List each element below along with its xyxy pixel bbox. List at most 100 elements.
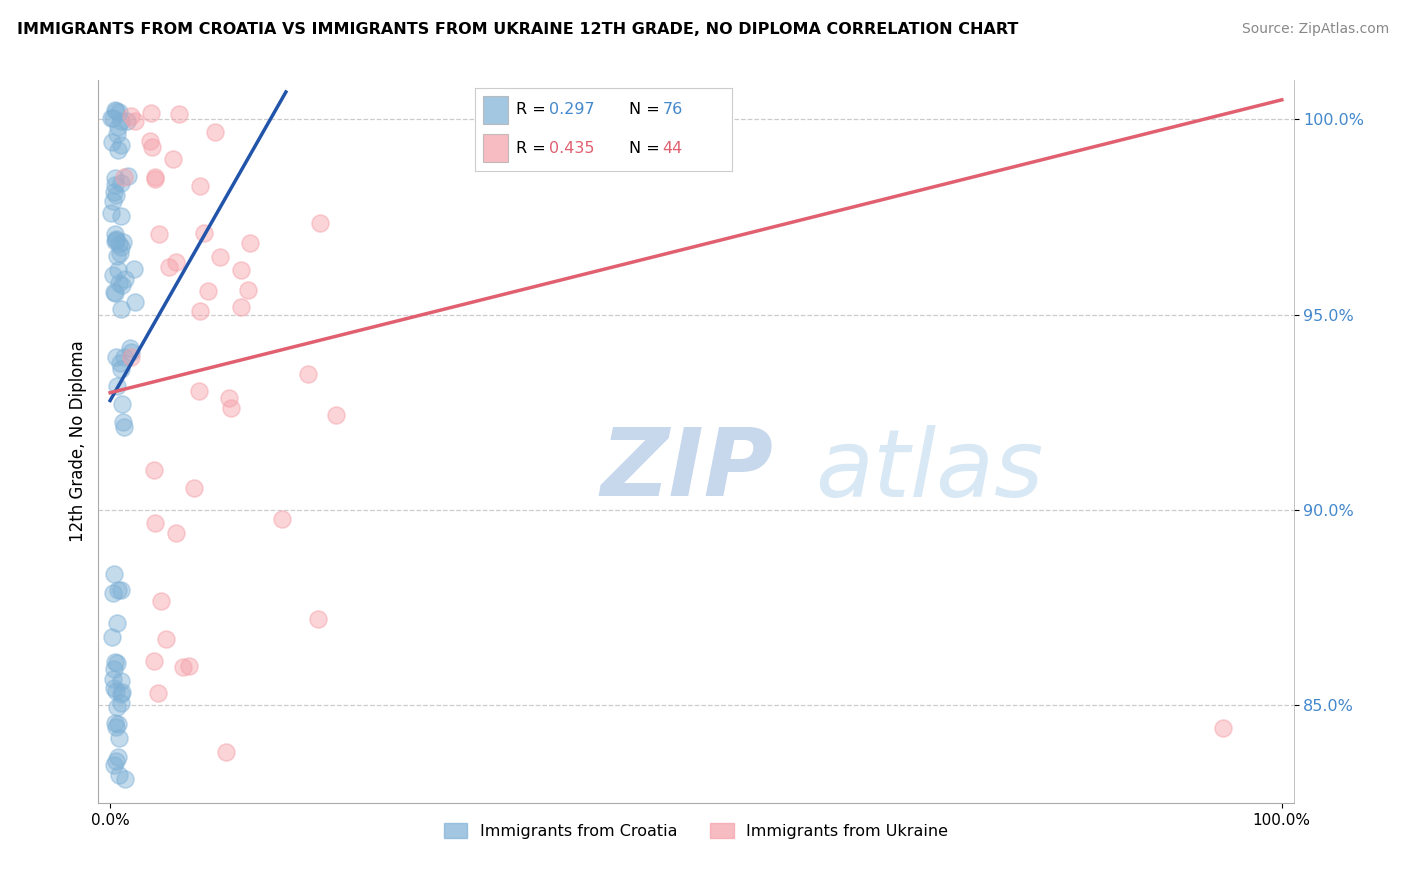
Point [103, 672, 125, 686]
Point [101, 135, 124, 149]
Point [117, 169, 139, 183]
Point [167, 107, 190, 121]
Point [101, 111, 124, 125]
Point [231, 301, 253, 315]
Text: Source: ZipAtlas.com: Source: ZipAtlas.com [1241, 22, 1389, 37]
Point [108, 237, 131, 252]
Point [101, 630, 124, 644]
Point [112, 420, 135, 434]
Point [138, 134, 160, 148]
Point [141, 140, 163, 154]
Point [103, 170, 125, 185]
Point [107, 717, 129, 731]
Point [155, 632, 177, 647]
Point [105, 700, 128, 714]
Point [238, 283, 260, 297]
Point [122, 262, 145, 277]
Point [110, 696, 132, 710]
Point [107, 104, 129, 119]
Point [108, 246, 131, 260]
Point [124, 114, 146, 128]
Point [197, 284, 219, 298]
Point [104, 103, 127, 117]
Point [165, 526, 187, 541]
Point [188, 384, 211, 399]
Point [101, 268, 124, 283]
Point [105, 615, 128, 630]
Point [148, 227, 170, 241]
Point [104, 178, 127, 193]
Point [104, 655, 127, 669]
Point [112, 169, 135, 184]
Point [120, 345, 142, 359]
Text: IMMIGRANTS FROM CROATIA VS IMMIGRANTS FROM UKRAINE 12TH GRADE, NO DIPLOMA CORREL: IMMIGRANTS FROM CROATIA VS IMMIGRANTS FR… [17, 22, 1018, 37]
Point [107, 582, 129, 597]
Point [103, 757, 125, 772]
Point [143, 169, 166, 184]
Point [307, 612, 329, 626]
Y-axis label: 12th Grade, No Diploma: 12th Grade, No Diploma [69, 341, 87, 542]
Point [104, 233, 127, 247]
Point [110, 356, 132, 370]
Point [111, 277, 134, 292]
Point [104, 720, 127, 734]
Point [103, 186, 125, 200]
Point [231, 263, 253, 277]
Point [110, 301, 132, 316]
Point [104, 103, 127, 118]
Point [110, 113, 132, 128]
Point [110, 673, 132, 688]
Point [105, 684, 128, 698]
Point [107, 249, 129, 263]
Point [104, 350, 127, 364]
Point [108, 731, 131, 746]
Point [143, 172, 166, 186]
Point [111, 415, 134, 429]
Point [325, 408, 347, 422]
Point [103, 285, 125, 300]
Point [270, 512, 292, 526]
Point [146, 686, 169, 700]
Point [110, 582, 132, 597]
Point [162, 152, 184, 166]
Point [107, 143, 129, 157]
Point [204, 125, 226, 139]
Point [183, 481, 205, 495]
Point [110, 687, 132, 701]
Point [104, 754, 127, 768]
Point [104, 227, 127, 241]
Point [108, 768, 131, 782]
Point [165, 254, 187, 268]
Point [143, 653, 166, 667]
Point [104, 285, 127, 300]
Point [105, 656, 128, 670]
Point [1212, 721, 1234, 735]
Point [112, 351, 135, 365]
Text: ZIP: ZIP [600, 425, 773, 516]
Point [110, 176, 132, 190]
Point [100, 112, 122, 126]
Point [107, 120, 129, 134]
Point [104, 716, 127, 731]
Point [190, 179, 212, 194]
Point [103, 681, 125, 695]
Point [101, 586, 124, 600]
Point [297, 368, 319, 382]
Point [172, 660, 194, 674]
Point [179, 659, 201, 673]
Text: atlas: atlas [815, 425, 1043, 516]
Point [103, 194, 125, 208]
Point [141, 105, 163, 120]
Point [112, 235, 135, 249]
Point [111, 396, 134, 410]
Point [114, 772, 136, 786]
Point [110, 239, 132, 253]
Point [104, 187, 127, 202]
Point [100, 206, 122, 220]
Point [150, 594, 173, 608]
Point [108, 277, 131, 291]
Point [107, 263, 129, 277]
Point [143, 463, 166, 477]
Point [103, 567, 125, 582]
Point [208, 250, 231, 264]
